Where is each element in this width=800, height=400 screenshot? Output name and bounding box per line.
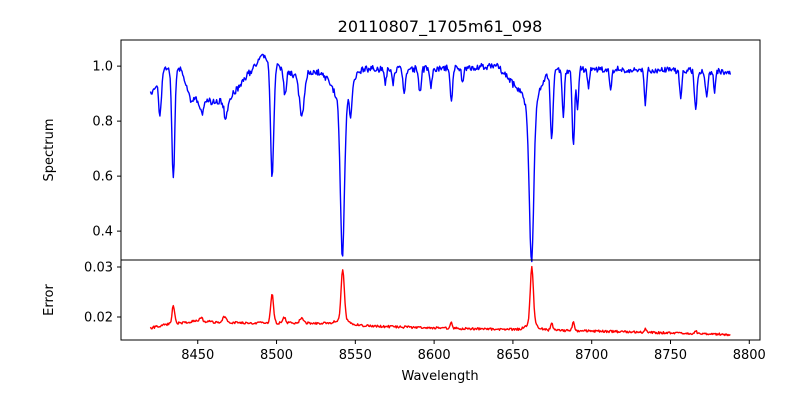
x-tick-label: 8750 bbox=[654, 348, 687, 363]
error-axes: 0.02 0.03 8450 8500 8550 8600 8650 8700 8750 8800 bbox=[84, 259, 766, 363]
x-tick-label: 8600 bbox=[418, 348, 451, 363]
error-y-tick-label: 0.03 bbox=[84, 261, 113, 276]
x-tick-label: 8450 bbox=[181, 348, 214, 363]
error-line bbox=[149, 265, 731, 337]
spectrum-y-tick-label: 0.6 bbox=[92, 170, 113, 185]
error-axes-frame bbox=[120, 259, 761, 341]
x-tick-label: 8550 bbox=[339, 348, 372, 363]
x-tick-label: 8650 bbox=[496, 348, 529, 363]
spectrum-line bbox=[149, 53, 732, 263]
x-axis-label: Wavelength bbox=[401, 369, 478, 384]
x-tick-label: 8500 bbox=[260, 348, 293, 363]
spectrum-y-tick-label: 0.8 bbox=[92, 115, 113, 130]
spectrum-y-tick-label: 1.0 bbox=[92, 60, 113, 75]
x-tick-label: 8700 bbox=[575, 348, 608, 363]
y-axis-label-error: Error bbox=[42, 284, 57, 316]
spectrum-y-tick-label: 0.4 bbox=[92, 225, 113, 240]
chart-title: 20110807_1705m61_098 bbox=[338, 17, 543, 37]
y-axis-label-spectrum: Spectrum bbox=[42, 119, 57, 182]
error-y-tick-label: 0.02 bbox=[84, 311, 113, 326]
x-tick-label: 8800 bbox=[733, 348, 766, 363]
